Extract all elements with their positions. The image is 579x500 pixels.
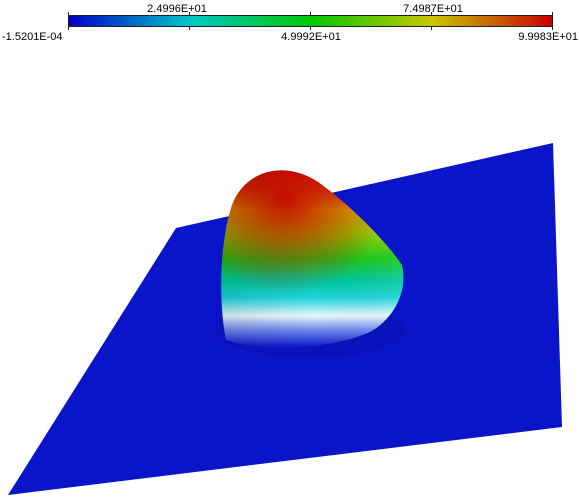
colorbar-tick (189, 26, 190, 30)
colorbar-mid-label: 4.9992E+01 (281, 31, 341, 43)
colorbar-tick (68, 26, 69, 30)
colorbar-legend: 2.4996E+01 7.4987E+01 -1.5201E-04 4.9992… (0, 0, 579, 45)
colorbar-tick (310, 26, 311, 30)
colorbar-tick (431, 26, 432, 30)
peak-shading (221, 170, 404, 348)
colorbar-tick (552, 12, 553, 16)
colorbar-tick (552, 26, 553, 30)
colorbar-tick-label-quarter: 2.4996E+01 (147, 3, 207, 15)
colorbar-tick (310, 12, 311, 16)
colorbar-tick (431, 12, 432, 16)
colorbar-tick (189, 12, 190, 16)
colorbar-max-label: 9.9983E+01 (518, 31, 578, 43)
colorbar-min-label: -1.5201E-04 (2, 31, 63, 43)
colorbar-tick (68, 12, 69, 16)
colorbar-tick-label-three-quarter: 7.4987E+01 (403, 3, 463, 15)
